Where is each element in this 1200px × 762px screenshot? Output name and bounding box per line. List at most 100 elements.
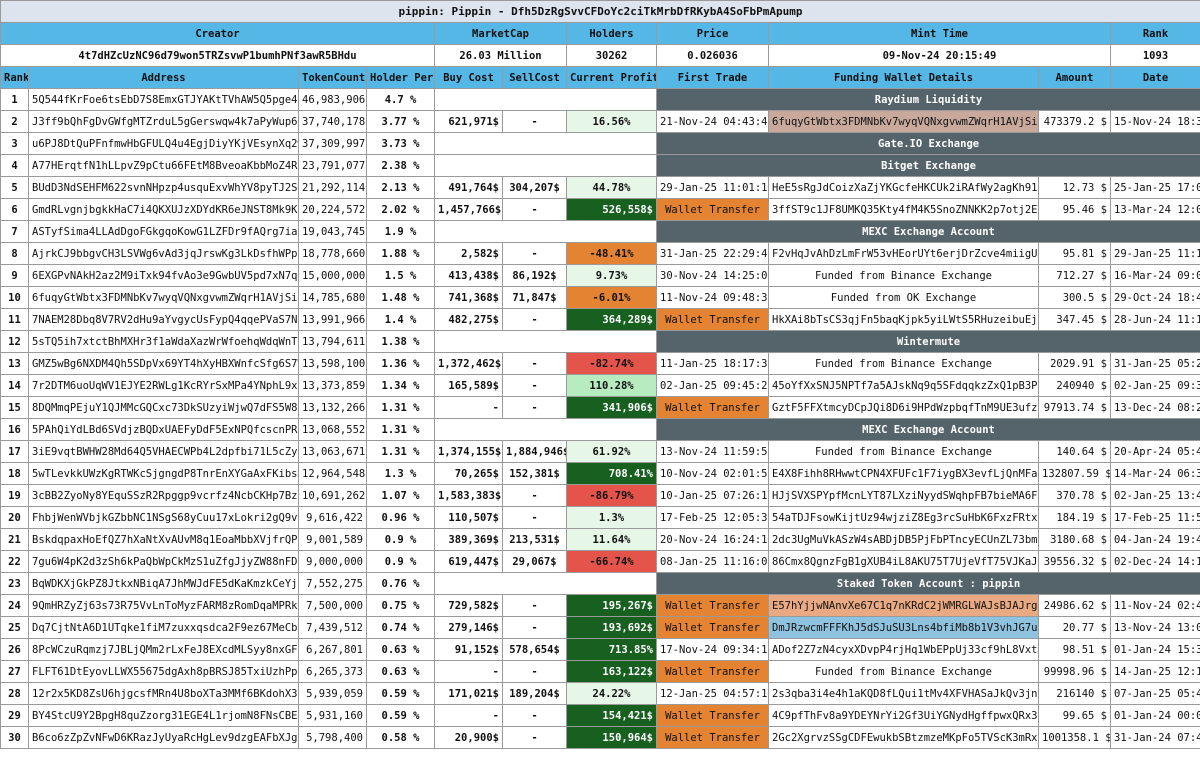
buy-cost: 1,583,383$ bbox=[434, 484, 503, 507]
token-count: 5,939,059 bbox=[298, 682, 367, 705]
table-row: 27 FLFT61DtEyovLLWX55675dgAxh8pBRSJ85TxiU… bbox=[0, 660, 1200, 683]
row-rank: 20 bbox=[0, 506, 29, 529]
token-count: 9,616,422 bbox=[298, 506, 367, 529]
holder-perc: 0.59 % bbox=[366, 682, 435, 705]
row-rank: 3 bbox=[0, 132, 29, 155]
col-sell-cost: SellCost bbox=[502, 66, 567, 89]
current-profit: 9.73% bbox=[566, 264, 657, 287]
amount: 97913.74 $ bbox=[1038, 396, 1111, 419]
first-trade: 10-Jan-25 07:26:14 bbox=[656, 484, 769, 507]
holder-address: GMZ5wBg6NXDM4Qh5SDpVx69YT4hXyHBXWnfcSfg6… bbox=[28, 352, 299, 375]
sell-cost: 29,067$ bbox=[502, 550, 567, 573]
holder-perc: 3.77 % bbox=[366, 110, 435, 133]
date: 31-Jan-25 05:26 bbox=[1109, 352, 1200, 375]
funding-wallet: 2s3qba3i4e4h1aKQD8fLQui1tMv4XFVHASaJkQv3… bbox=[768, 682, 1039, 705]
column-header-row: Rank Address TokenCount Holder Perc Buy … bbox=[0, 66, 1200, 89]
sell-cost: - bbox=[502, 616, 567, 639]
page-title: pippin: Pippin - Dfh5DzRgSvvCFDoYc2ciTkM… bbox=[0, 0, 1200, 23]
table-row: 14 7r2DTM6uoUqWV1EJYE2RWLg1KcRYrSxMPa4YNp… bbox=[0, 374, 1200, 397]
table-row: 30 B6co6zZpZvNFwD6KRazJyUyaRcHgLev9dzgEAF… bbox=[0, 726, 1200, 749]
amount: 95.46 $ bbox=[1038, 198, 1111, 221]
date: 29-Jan-25 11:16 bbox=[1109, 242, 1200, 265]
token-count: 13,068,552 bbox=[298, 418, 367, 441]
rank-info-value: 1093 bbox=[1109, 44, 1200, 67]
first-trade: Wallet Transfer bbox=[656, 660, 769, 683]
buy-cost: 1,372,462$ bbox=[434, 352, 503, 375]
table-row: 15 8DQMmqPEjuY1QJMMcGQCxc73DkSUzyiWjwQ7dF… bbox=[0, 396, 1200, 419]
buy-cost: 1,457,766$ bbox=[434, 198, 503, 221]
date: 07-Jan-25 05:43 bbox=[1109, 682, 1200, 705]
token-count: 37,740,178 bbox=[298, 110, 367, 133]
date: 02-Dec-24 14:18 bbox=[1109, 550, 1200, 573]
row-rank: 17 bbox=[0, 440, 29, 463]
buy-cost: 20,900$ bbox=[434, 726, 503, 749]
funding-wallet: Funded from Binance Exchange bbox=[768, 352, 1039, 375]
token-count: 20,224,572 bbox=[298, 198, 367, 221]
funding-wallet: HJjSVXSPYpfMcnLYT87LXziNyydSWqhpFB7bieMA… bbox=[768, 484, 1039, 507]
row-rank: 1 bbox=[0, 88, 29, 111]
holder-address: 5Q544fKrFoe6tsEbD7S8EmxGTJYAKtTVhAW5Q5pg… bbox=[28, 88, 299, 111]
buy-cost: 91,152$ bbox=[434, 638, 503, 661]
date: 29-Oct-24 18:43 bbox=[1109, 286, 1200, 309]
table-row: 24 9QmHRZyZj63s73R75VvLnToMyzFARM8zRomDqa… bbox=[0, 594, 1200, 617]
table-row: 2 J3ff9bQhFgDvGWfgMTZrduL5gGerswqw4k7aPyW… bbox=[0, 110, 1200, 133]
date: 14-Jan-25 12:13 bbox=[1109, 660, 1200, 683]
current-profit: 364,289$ bbox=[566, 308, 657, 331]
amount: 370.78 $ bbox=[1038, 484, 1111, 507]
sell-cost: 1,884,946$ bbox=[502, 440, 567, 463]
date: 01-Jan-24 15:31 bbox=[1109, 638, 1200, 661]
token-count: 14,785,680 bbox=[298, 286, 367, 309]
buy-cost: 171,021$ bbox=[434, 682, 503, 705]
row-rank: 29 bbox=[0, 704, 29, 727]
holder-perc: 2.02 % bbox=[366, 198, 435, 221]
first-trade: Wallet Transfer bbox=[656, 594, 769, 617]
table-row: 7 ASTyfSima4LLAdDgoFGkgqoKowG1LZFDr9fAQrg… bbox=[0, 220, 1200, 243]
current-profit: 526,558$ bbox=[566, 198, 657, 221]
creator-header: Creator bbox=[0, 22, 435, 45]
sell-cost: 71,847$ bbox=[502, 286, 567, 309]
funding-wallet: 45oYfXxSNJ5NPTf7a5AJskNq9q5SFdqqkzZxQ1pB… bbox=[768, 374, 1039, 397]
col-token-count: TokenCount bbox=[298, 66, 367, 89]
funding-wallet: F2vHqJvAhDzLmFrW53vHEorUYt6erjDrZcve4mii… bbox=[768, 242, 1039, 265]
first-trade: 30-Nov-24 14:25:04 bbox=[656, 264, 769, 287]
first-trade: Wallet Transfer bbox=[656, 616, 769, 639]
token-count: 5,931,160 bbox=[298, 704, 367, 727]
amount: 184.19 $ bbox=[1038, 506, 1111, 529]
current-profit: -66.74% bbox=[566, 550, 657, 573]
sell-cost: - bbox=[502, 506, 567, 529]
empty-trade-cells bbox=[434, 154, 657, 177]
token-count: 7,552,275 bbox=[298, 572, 367, 595]
token-count: 13,373,859 bbox=[298, 374, 367, 397]
section-label: Staked Token Account : pippin bbox=[655, 572, 1200, 595]
sell-cost: 304,207$ bbox=[502, 176, 567, 199]
first-trade: 11-Nov-24 09:48:37 bbox=[656, 286, 769, 309]
first-trade: 29-Jan-25 11:01:10 bbox=[656, 176, 769, 199]
amount: 98.51 $ bbox=[1038, 638, 1111, 661]
date: 13-Nov-24 13:09 bbox=[1109, 616, 1200, 639]
marketcap-header: MarketCap bbox=[434, 22, 567, 45]
table-row: 18 5wTLevkkUWzKgRTWKcSjgngdP8TnrEnXYGaAxF… bbox=[0, 462, 1200, 485]
col-current-profit: Current Profit bbox=[566, 66, 657, 89]
empty-trade-cells bbox=[434, 88, 657, 111]
funding-wallet: Funded from Binance Exchange bbox=[768, 264, 1039, 287]
sell-cost: - bbox=[502, 484, 567, 507]
row-rank: 11 bbox=[0, 308, 29, 331]
sell-cost: - bbox=[502, 352, 567, 375]
amount: 3180.68 $ bbox=[1038, 528, 1111, 551]
current-profit: 16.56% bbox=[566, 110, 657, 133]
sell-cost: - bbox=[502, 704, 567, 727]
table-row: 23 BqWDKXjGkPZ8JtkxNBiqA7JhMWJdFE5dKaKmzk… bbox=[0, 572, 1200, 595]
token-count: 12,964,548 bbox=[298, 462, 367, 485]
funding-wallet: 86Cmx8QgnzFgB1gXUB4iL8AKU75T7UjeVfT75VJK… bbox=[768, 550, 1039, 573]
mint-time-header: Mint Time bbox=[768, 22, 1111, 45]
first-trade: Wallet Transfer bbox=[656, 198, 769, 221]
holder-address: A77HErqtfN1hLLpvZ9pCtu66FEtM8BveoaKbbMoZ… bbox=[28, 154, 299, 177]
table-row: 17 3iE9vqtBWHW28Md64Q5VHAECWPb4L2dpfbi71L… bbox=[0, 440, 1200, 463]
first-trade: 17-Feb-25 12:05:33 bbox=[656, 506, 769, 529]
col-funding-wallet: Funding Wallet Details bbox=[768, 66, 1039, 89]
token-count: 10,691,262 bbox=[298, 484, 367, 507]
buy-cost: 729,582$ bbox=[434, 594, 503, 617]
amount: 140.64 $ bbox=[1038, 440, 1111, 463]
row-rank: 24 bbox=[0, 594, 29, 617]
first-trade: 10-Nov-24 02:01:56 bbox=[656, 462, 769, 485]
